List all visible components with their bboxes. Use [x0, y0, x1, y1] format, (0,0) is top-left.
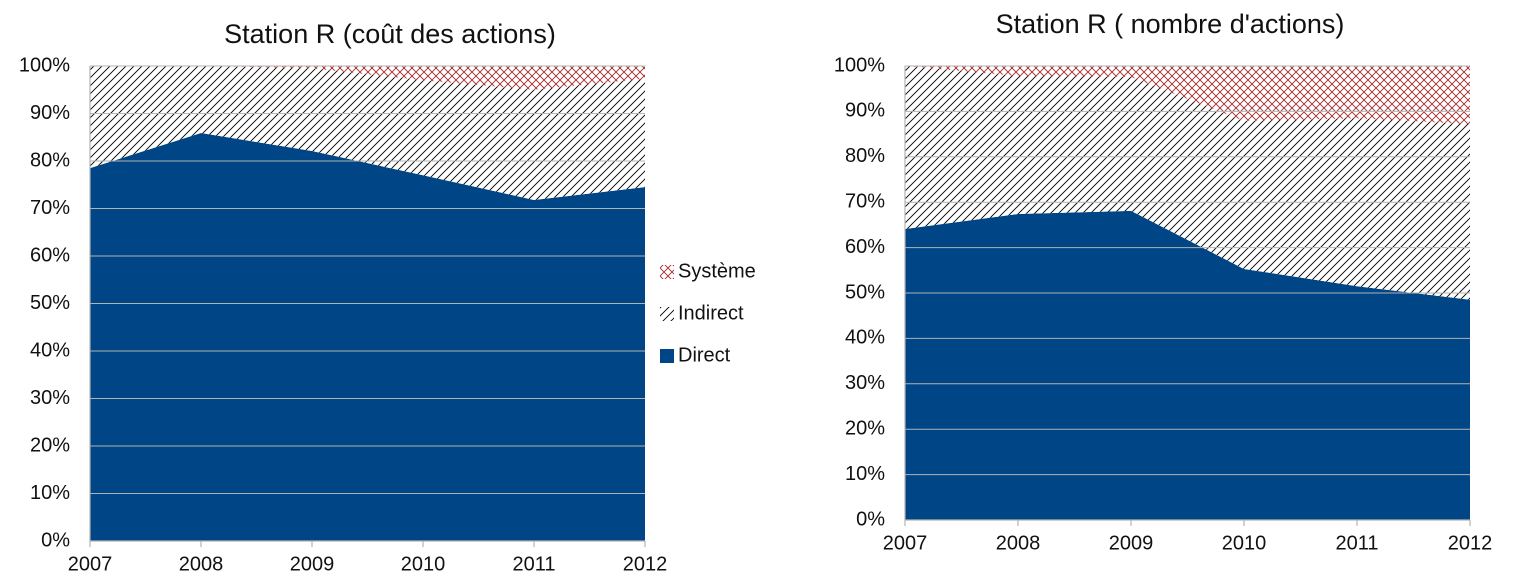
y-tick-label: 90% — [30, 102, 70, 124]
x-tick-label: 2009 — [1109, 532, 1154, 554]
legend-swatch — [660, 349, 674, 363]
area — [905, 210, 1470, 521]
x-tick-label: 2011 — [512, 553, 555, 575]
y-tick-label: 50% — [30, 292, 70, 314]
chart-title: Station R (coût des actions) — [224, 19, 556, 49]
y-tick-label: 80% — [845, 145, 885, 167]
chart-title: Station R ( nombre d'actions) — [996, 9, 1345, 39]
y-tick-label: 20% — [30, 434, 70, 456]
legend-swatch — [660, 265, 674, 279]
area — [90, 66, 645, 90]
y-tick-label: 40% — [30, 339, 70, 361]
y-tick-label: 0% — [41, 529, 70, 551]
y-tick-label: 40% — [845, 327, 885, 349]
y-tick-label: 10% — [845, 463, 885, 485]
x-tick-label: 2012 — [623, 553, 668, 575]
y-tick-label: 100% — [834, 54, 885, 76]
area — [90, 132, 645, 541]
legend-label: Indirect — [678, 302, 744, 324]
x-tick-label: 2008 — [179, 553, 224, 575]
legend-label: Système — [678, 260, 756, 282]
legend-label: Direct — [678, 344, 731, 366]
y-tick-label: 60% — [845, 236, 885, 258]
x-tick-label: 2010 — [1222, 532, 1267, 554]
x-tick-label: 2012 — [1448, 532, 1493, 554]
area — [905, 66, 1470, 125]
y-tick-label: 70% — [845, 190, 885, 212]
y-tick-label: 60% — [30, 244, 70, 266]
legend-swatch — [660, 307, 674, 321]
area — [905, 66, 1470, 300]
y-tick-label: 0% — [856, 508, 885, 530]
y-tick-label: 20% — [845, 417, 885, 439]
x-tick-label: 2010 — [401, 553, 446, 575]
y-tick-label: 70% — [30, 197, 70, 219]
x-tick-label: 2011 — [1335, 532, 1378, 554]
x-tick-label: 2007 — [68, 553, 113, 575]
x-tick-label: 2009 — [290, 553, 335, 575]
y-tick-label: 80% — [30, 149, 70, 171]
area — [90, 66, 645, 200]
y-tick-label: 90% — [845, 100, 885, 122]
x-tick-label: 2007 — [883, 532, 928, 554]
y-tick-label: 50% — [845, 281, 885, 303]
x-tick-label: 2008 — [996, 532, 1041, 554]
y-tick-label: 10% — [30, 482, 70, 504]
y-tick-label: 30% — [845, 372, 885, 394]
y-tick-label: 100% — [19, 54, 70, 76]
y-tick-label: 30% — [30, 387, 70, 409]
